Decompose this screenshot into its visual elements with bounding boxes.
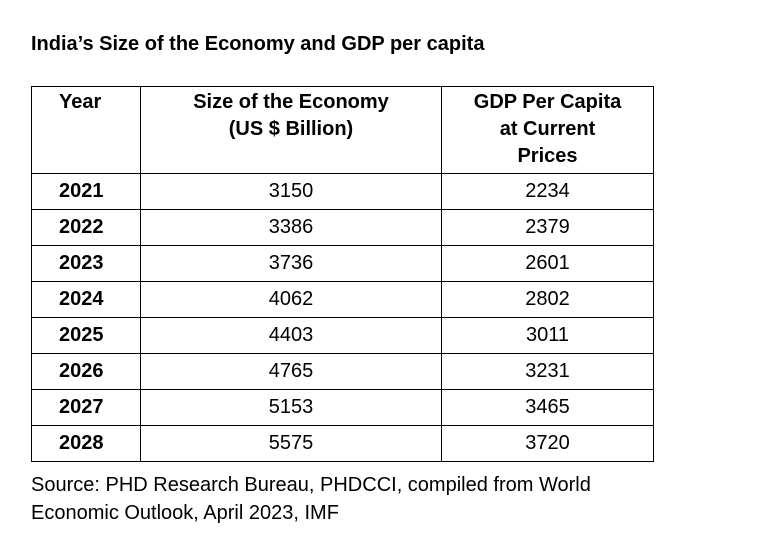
header-size-line-2: (US $ Billion) xyxy=(228,118,354,140)
cell-gdp-per-capita: 3231 xyxy=(441,353,654,390)
table-row: 2027 5153 3465 xyxy=(31,389,654,426)
cell-year: 2026 xyxy=(31,353,141,390)
table-row: 2024 4062 2802 xyxy=(31,281,654,318)
cell-gdp-per-capita: 2802 xyxy=(441,281,654,318)
page-title: India’s Size of the Economy and GDP per … xyxy=(31,33,485,55)
economy-table: Year Size of the Economy (US $ Billion) … xyxy=(31,86,654,462)
source-line-2: Economic Outlook, April 2023, IMF xyxy=(31,502,339,524)
table-row: 2022 3386 2379 xyxy=(31,209,654,246)
header-gdp-line-1: GDP Per Capita xyxy=(473,91,622,113)
cell-economy-size: 5153 xyxy=(140,389,442,426)
cell-economy-size: 4403 xyxy=(140,317,442,354)
cell-economy-size: 3386 xyxy=(140,209,442,246)
cell-economy-size: 4062 xyxy=(140,281,442,318)
header-year: Year xyxy=(31,86,141,174)
cell-year: 2022 xyxy=(31,209,141,246)
table-row: 2028 5575 3720 xyxy=(31,425,654,462)
table-row: 2025 4403 3011 xyxy=(31,317,654,354)
cell-economy-size: 4765 xyxy=(140,353,442,390)
cell-year: 2025 xyxy=(31,317,141,354)
table-row: 2021 3150 2234 xyxy=(31,173,654,210)
header-size-line-1: Size of the Economy xyxy=(193,91,389,113)
header-gdp-line-2: at Current xyxy=(499,118,596,140)
cell-gdp-per-capita: 3011 xyxy=(441,317,654,354)
cell-year: 2027 xyxy=(31,389,141,426)
cell-gdp-per-capita: 2379 xyxy=(441,209,654,246)
header-gdp-line-3: Prices xyxy=(517,145,578,167)
cell-year: 2023 xyxy=(31,245,141,282)
cell-gdp-per-capita: 2601 xyxy=(441,245,654,282)
cell-year: 2024 xyxy=(31,281,141,318)
cell-gdp-per-capita: 2234 xyxy=(441,173,654,210)
header-gdp-per-capita: GDP Per Capita at Current Prices xyxy=(441,86,654,174)
cell-year: 2028 xyxy=(31,425,141,462)
table-header-row: Year Size of the Economy (US $ Billion) … xyxy=(31,86,654,174)
cell-gdp-per-capita: 3720 xyxy=(441,425,654,462)
source-line-1: Source: PHD Research Bureau, PHDCCI, com… xyxy=(31,474,591,496)
table-row: 2023 3736 2601 xyxy=(31,245,654,282)
cell-year: 2021 xyxy=(31,173,141,210)
table-row: 2026 4765 3231 xyxy=(31,353,654,390)
cell-economy-size: 5575 xyxy=(140,425,442,462)
cell-economy-size: 3150 xyxy=(140,173,442,210)
cell-economy-size: 3736 xyxy=(140,245,442,282)
header-size-of-economy: Size of the Economy (US $ Billion) xyxy=(140,86,442,174)
source-note: Source: PHD Research Bureau, PHDCCI, com… xyxy=(31,471,731,527)
header-year-label: Year xyxy=(59,91,102,113)
cell-gdp-per-capita: 3465 xyxy=(441,389,654,426)
